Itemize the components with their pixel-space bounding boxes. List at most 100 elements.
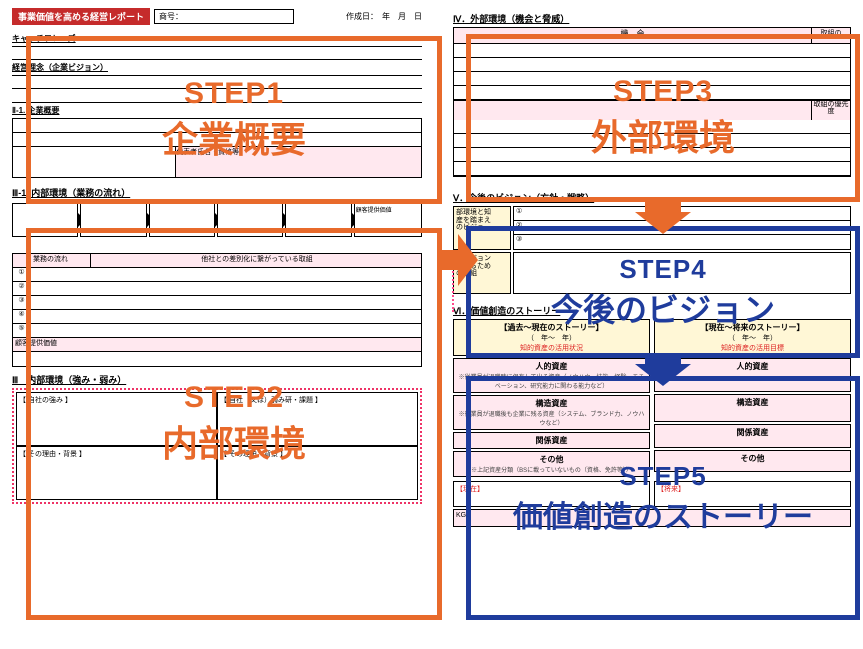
- asset-kozo-r: 構造資産: [654, 394, 851, 422]
- vision-content2: [513, 252, 851, 294]
- arrow-shaft: [645, 198, 681, 212]
- blank-row: [454, 44, 850, 58]
- asset-jin: 人的資産 ※従業員が退職時に保有して出る資産（ノウハウ、技能、経験、モチベーショ…: [453, 358, 650, 393]
- arrow-shaft: [645, 354, 681, 364]
- vision-row2: のビジョン 現するため の取組: [453, 252, 851, 294]
- blank-row: [454, 86, 850, 100]
- blank-row: [12, 89, 422, 103]
- chev-step: [80, 203, 146, 237]
- past-red: 知的資産の活用状況: [456, 343, 647, 353]
- sho-field: 商号：: [154, 9, 294, 24]
- process-flow-row: 顧客提供価値: [12, 203, 422, 237]
- txt: 産を踏まえ: [456, 217, 491, 224]
- quad-reason1: 【 その理由・背景 】: [16, 446, 217, 500]
- blank-row: [454, 72, 850, 86]
- diff-table: 業務の流れ 他社との差別化に繋がっている取組 ① ② ③ ④ ⑤ 顧客提供価値: [12, 253, 422, 367]
- asset-other-r: その他: [654, 450, 851, 472]
- swot-dotted-box: 【 自社の強み 】 【 自社（又は）弱み研・課題 】 【 その理由・背景 】 【…: [12, 388, 422, 504]
- rowcell: [31, 282, 421, 295]
- sec-iv: Ⅳ．外部環境（機会と脅威）: [453, 12, 851, 25]
- arrow-head-icon: [458, 234, 478, 286]
- blank-row: [12, 46, 422, 60]
- blank-row: [454, 120, 850, 134]
- swot-quad: 【 自社の強み 】 【 自社（又は）弱み研・課題 】 【 その理由・背景 】 【…: [16, 392, 418, 500]
- quad-reason2: 【 その理由・背景 】: [217, 446, 418, 500]
- asset-desc: ※従業員が退職時に保有して出る資産（ノウハウ、技能、経験、モチベーション、研究能…: [456, 372, 647, 390]
- blank-row: [12, 75, 422, 89]
- sec-ii1: Ⅱ-1. 企業概要: [12, 103, 422, 118]
- rowcell: [31, 310, 421, 323]
- asset-desc: ※従業員が退職後も企業に残る資産（システム、ブランド力、ノウハウなど）: [456, 409, 647, 427]
- txt: のビジョ: [456, 224, 484, 231]
- quad-weak: 【 自社（又は）弱み研・課題 】: [217, 392, 418, 446]
- asset-title: その他: [456, 454, 647, 465]
- chev-cust-value: 顧客提供価値: [354, 203, 422, 237]
- cust-val-row: 顧客提供価値: [13, 338, 421, 351]
- chev-step: [217, 203, 283, 237]
- txt: 部環境と知: [456, 209, 491, 216]
- assets-left: 人的資産 ※従業員が退職時に保有して出る資産（ノウハウ、技能、経験、モチベーショ…: [453, 358, 650, 477]
- rowcell: [31, 268, 421, 281]
- company-summary-box: 代表者氏名・資格等: [12, 118, 422, 178]
- asset-title: その他: [657, 453, 848, 464]
- asset-desc: ※上記資産分類（BSに載っていないもの（資格、免許等））: [456, 465, 647, 474]
- asset-title: 関係資産: [456, 435, 647, 446]
- th-torikumi: 取組の: [812, 28, 850, 43]
- th-torikumi2: 取組の優先度: [812, 101, 850, 120]
- kgi-row: KGI: [453, 509, 851, 527]
- genzai-box: 【現在】: [453, 481, 650, 507]
- rownum: ③: [13, 296, 31, 309]
- v-num: ③: [514, 235, 850, 249]
- sec-iii1: Ⅲ-1. 内部環境（業務の流れ）: [12, 186, 422, 199]
- sec-catch: キャッチフレーズ: [12, 31, 422, 46]
- dotted-connector: [436, 268, 454, 312]
- opp-threat-table: 機 会 取組の 取組の優先度: [453, 27, 851, 177]
- chev-step: [12, 203, 78, 237]
- sec-vi: Ⅵ．価値創造のストーリー: [453, 304, 851, 317]
- past-title: 【過去～現在のストーリー】: [456, 322, 647, 333]
- chev-step: [285, 203, 351, 237]
- chev-step: [149, 203, 215, 237]
- rep-name-label: 代表者氏名・資格等: [176, 147, 421, 177]
- arrow-head-icon: [635, 212, 691, 234]
- blank-row: [454, 148, 850, 162]
- sheet-header: 事業価値を高める経営レポート 商号： 作成日： 年 月 日: [12, 8, 422, 25]
- blank-row: [454, 162, 850, 176]
- asset-kankei-r: 関係資産: [654, 424, 851, 448]
- date-field: 作成日： 年 月 日: [346, 11, 422, 22]
- rownum: ②: [13, 282, 31, 295]
- flow-col-head: [13, 254, 31, 267]
- th-opportunity: 機 会: [454, 28, 812, 43]
- sec-iii2: Ⅲ 内部環境（強み・弱み）: [12, 373, 422, 386]
- story-headers: 【過去～現在のストーリー】 （ 年～ 年） 知的資産の活用状況 【現在～将来のス…: [453, 319, 851, 356]
- doc-title: 事業価値を高める経営レポート: [12, 8, 150, 25]
- asset-kankei: 関係資産: [453, 432, 650, 449]
- sec-vision: 経営理念（企業ビジョン）: [12, 60, 422, 75]
- quad-strength: 【 自社の強み 】: [16, 392, 217, 446]
- arrow-head-icon: [635, 364, 691, 386]
- asset-title: 構造資産: [456, 398, 647, 409]
- future-red: 知的資産の活用目標: [657, 343, 848, 353]
- arrow-shaft: [440, 250, 458, 270]
- future-title: 【現在～将来のストーリー】: [657, 322, 848, 333]
- rownum: ④: [13, 310, 31, 323]
- shorai-box: 【将来】: [654, 481, 851, 507]
- asset-title: 構造資産: [657, 397, 848, 408]
- blank-row: [454, 58, 850, 72]
- asset-title: 人的資産: [456, 361, 647, 372]
- left-column: 事業価値を高める経営レポート 商号： 作成日： 年 月 日 キャッチフレーズ 経…: [12, 8, 422, 641]
- right-column: Ⅳ．外部環境（機会と脅威） 機 会 取組の 取組の優先度 Ⅴ．今後のビジョン（方…: [453, 8, 851, 641]
- rowcell: [31, 296, 421, 309]
- blank-row: [454, 134, 850, 148]
- rownum: ⑤: [13, 324, 31, 337]
- future-header: 【現在～将来のストーリー】 （ 年～ 年） 知的資産の活用目標: [654, 319, 851, 356]
- asset-kozo: 構造資産 ※従業員が退職後も企業に残る資産（システム、ブランド力、ノウハウなど）: [453, 395, 650, 430]
- past-sub: （ 年～ 年）: [456, 333, 647, 343]
- rowcell: [31, 324, 421, 337]
- past-header: 【過去～現在のストーリー】 （ 年～ 年） 知的資産の活用状況: [453, 319, 650, 356]
- asset-title: 関係資産: [657, 427, 848, 438]
- diff-label: 他社との差別化に繋がっている取組: [91, 254, 421, 267]
- rownum: ①: [13, 268, 31, 281]
- future-sub: （ 年～ 年）: [657, 333, 848, 343]
- genzai-shorai-row: 【現在】 【将来】: [453, 481, 851, 507]
